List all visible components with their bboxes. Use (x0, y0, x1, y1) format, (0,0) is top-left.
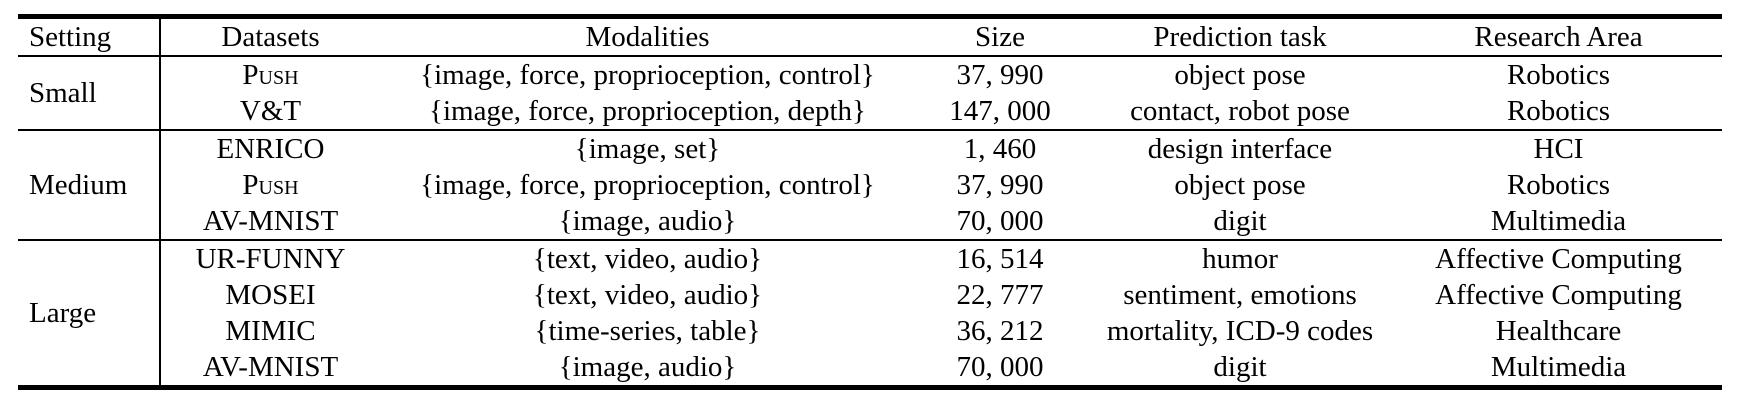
task-cell: sentiment, emotions (1123, 279, 1357, 311)
table-row: Large UR-FUNNY {text, video, audio} 16, … (18, 239, 1722, 388)
dataset-cell: Push (242, 169, 299, 201)
size-cell: 16, 514 (915, 239, 1085, 277)
dataset-cell: Push (160, 55, 380, 93)
col-header-datasets: Datasets (160, 16, 380, 57)
size-cell: 37, 990 (915, 55, 1085, 93)
size-cell: 37, 990 (956, 169, 1044, 201)
table-row: V&T {image, force, proprioception, depth… (18, 93, 1722, 130)
modalities-cell: {image, set} (380, 129, 915, 167)
modalities-cell: {text, video, audio} (380, 239, 915, 277)
col-header-size: Size (915, 16, 1085, 57)
dataset-cell: MOSEI (225, 279, 316, 311)
modalities-cell: {image, audio} (558, 205, 737, 237)
header-row: Setting Datasets Modalities Size Predict… (18, 16, 1722, 57)
datasets-table: Setting Datasets Modalities Size Predict… (18, 14, 1722, 390)
dataset-cell: AV-MNIST (202, 351, 339, 383)
setting-cell-small: Small (18, 55, 161, 130)
modalities-cell: {image, force, proprioception, control} (380, 55, 915, 93)
area-cell: Affective Computing (1435, 279, 1682, 311)
task-cell: mortality, ICD-9 codes (1106, 315, 1374, 347)
table-row: AV-MNIST {image, audio} 70, 000 digit Mu… (18, 349, 1722, 388)
size-cell: 70, 000 (956, 351, 1044, 383)
task-cell: digit (1213, 205, 1267, 237)
size-cell: 147, 000 (949, 95, 1051, 127)
table-row: Push {image, force, proprioception, cont… (18, 167, 1722, 203)
area-cell: Robotics (1506, 169, 1611, 201)
area-cell: Multimedia (1490, 205, 1627, 237)
task-cell: contact, robot pose (1130, 95, 1350, 127)
table-row: Small Push {image, force, proprioception… (18, 55, 1722, 130)
col-header-research-area: Research Area (1395, 16, 1722, 57)
table-row: MIMIC {time-series, table} 36, 212 morta… (18, 313, 1722, 349)
task-cell: digit (1213, 351, 1267, 383)
modalities-cell: {image, force, proprioception, depth} (429, 95, 866, 127)
dataset-cell: AV-MNIST (202, 205, 339, 237)
dataset-cell: UR-FUNNY (160, 239, 380, 277)
area-cell: Robotics (1506, 95, 1611, 127)
dataset-cell: ENRICO (160, 129, 380, 167)
setting-cell-large: Large (18, 239, 161, 388)
task-cell: humor (1085, 239, 1395, 277)
dataset-cell: MIMIC (225, 315, 316, 347)
setting-cell-medium: Medium (18, 129, 161, 240)
table-row: Medium ENRICO {image, set} 1, 460 design… (18, 129, 1722, 240)
size-cell: 1, 460 (915, 129, 1085, 167)
col-header-setting: Setting (18, 16, 161, 57)
table-row: AV-MNIST {image, audio} 70, 000 digit Mu… (18, 203, 1722, 240)
task-cell: design interface (1085, 129, 1395, 167)
area-cell: Healthcare (1495, 315, 1622, 347)
area-cell: Affective Computing (1395, 239, 1722, 277)
task-cell: object pose (1174, 169, 1306, 201)
modalities-cell: {image, audio} (558, 351, 737, 383)
dataset-cell: V&T (239, 95, 302, 127)
task-cell: object pose (1085, 55, 1395, 93)
size-cell: 22, 777 (956, 279, 1044, 311)
table-row: MOSEI {text, video, audio} 22, 777 senti… (18, 277, 1722, 313)
modalities-cell: {time-series, table} (534, 315, 761, 347)
size-cell: 70, 000 (956, 205, 1044, 237)
modalities-cell: {text, video, audio} (532, 279, 763, 311)
size-cell: 36, 212 (956, 315, 1044, 347)
area-cell: HCI (1395, 129, 1722, 167)
col-header-modalities: Modalities (380, 16, 915, 57)
area-cell: Robotics (1395, 55, 1722, 93)
area-cell: Multimedia (1490, 351, 1627, 383)
col-header-prediction-task: Prediction task (1085, 16, 1395, 57)
modalities-cell: {image, force, proprioception, control} (420, 169, 875, 201)
